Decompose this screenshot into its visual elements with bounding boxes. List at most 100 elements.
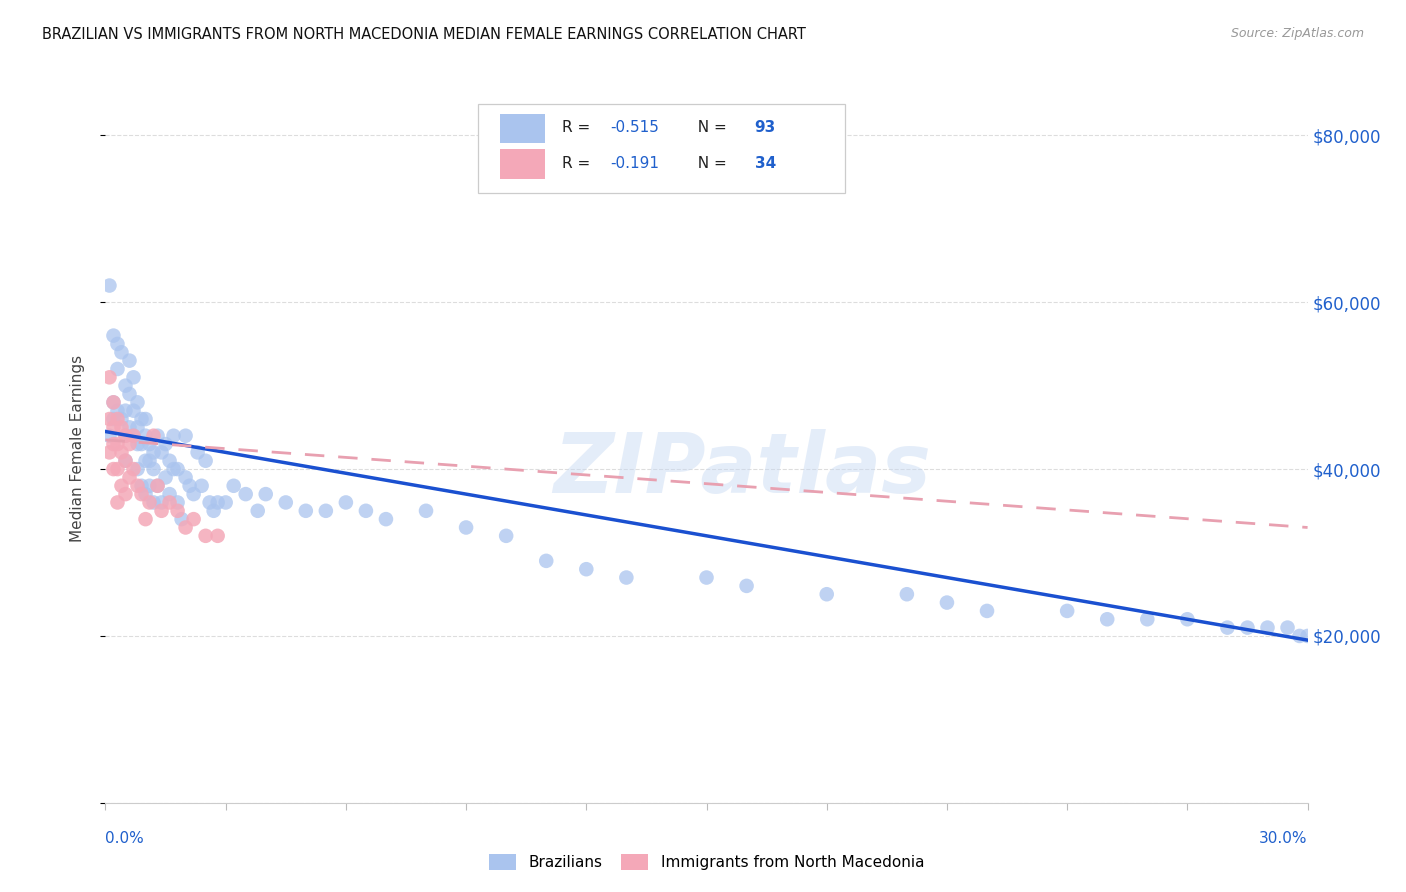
Point — [159, 454, 181, 468]
Point — [103, 420, 125, 434]
Point — [335, 495, 357, 509]
Point — [103, 412, 125, 426]
Point — [114, 378, 136, 392]
Point — [374, 512, 398, 526]
Point — [127, 437, 149, 451]
Point — [131, 479, 153, 493]
Point — [235, 487, 257, 501]
Point — [135, 412, 157, 426]
Point — [110, 420, 132, 434]
Point — [214, 495, 236, 509]
Point — [107, 403, 129, 417]
Point — [159, 487, 181, 501]
Point — [146, 479, 169, 493]
Point — [122, 370, 145, 384]
Point — [131, 412, 153, 426]
Point — [142, 495, 165, 509]
Point — [174, 520, 197, 534]
Text: 34: 34 — [755, 156, 776, 170]
Point — [315, 504, 337, 518]
Point — [183, 487, 205, 501]
Text: N =: N = — [689, 156, 733, 170]
Point — [98, 428, 121, 442]
Point — [142, 445, 165, 459]
Point — [187, 445, 209, 459]
Point — [274, 495, 297, 509]
Point — [122, 403, 145, 417]
Text: R =: R = — [562, 120, 595, 136]
Point — [110, 345, 132, 359]
Point — [107, 437, 129, 451]
Text: 30.0%: 30.0% — [1260, 831, 1308, 847]
Point — [936, 596, 959, 610]
Point — [118, 437, 141, 451]
Point — [135, 454, 157, 468]
Point — [696, 570, 718, 584]
Point — [127, 462, 149, 476]
Point — [183, 512, 205, 526]
Point — [114, 428, 136, 442]
Point — [110, 479, 132, 493]
Point — [976, 604, 998, 618]
FancyBboxPatch shape — [499, 113, 546, 144]
Point — [254, 487, 277, 501]
Point — [135, 487, 157, 501]
Point — [222, 479, 245, 493]
Point — [1288, 629, 1310, 643]
Point — [1257, 621, 1279, 635]
Point — [534, 554, 557, 568]
Point — [166, 495, 188, 509]
Point — [114, 454, 136, 468]
Point — [1236, 621, 1258, 635]
Point — [1097, 612, 1119, 626]
Text: 0.0%: 0.0% — [105, 831, 145, 847]
Point — [122, 462, 145, 476]
Point — [495, 529, 517, 543]
Point — [118, 420, 141, 434]
Text: 93: 93 — [755, 120, 776, 136]
Point — [575, 562, 598, 576]
Point — [142, 428, 165, 442]
Point — [1216, 621, 1239, 635]
Point — [170, 512, 193, 526]
Point — [207, 529, 229, 543]
Point — [194, 454, 217, 468]
Point — [207, 495, 229, 509]
Point — [103, 437, 125, 451]
Point — [114, 403, 136, 417]
Point — [174, 428, 197, 442]
Point — [246, 504, 269, 518]
Point — [150, 445, 173, 459]
Point — [138, 495, 160, 509]
Point — [155, 470, 177, 484]
Point — [131, 487, 153, 501]
Point — [114, 487, 136, 501]
Text: ZIPatlas: ZIPatlas — [554, 429, 932, 510]
Text: Source: ZipAtlas.com: Source: ZipAtlas.com — [1230, 27, 1364, 40]
Point — [174, 470, 197, 484]
Point — [415, 504, 437, 518]
Point — [122, 428, 145, 442]
Point — [166, 504, 188, 518]
Point — [138, 454, 160, 468]
Point — [194, 529, 217, 543]
Point — [98, 370, 121, 384]
Point — [1056, 604, 1078, 618]
Point — [354, 504, 377, 518]
Point — [1277, 621, 1299, 635]
Point — [118, 353, 141, 368]
Point — [107, 462, 129, 476]
Point — [150, 504, 173, 518]
Point — [114, 454, 136, 468]
Point — [135, 512, 157, 526]
Point — [103, 462, 125, 476]
Legend: Brazilians, Immigrants from North Macedonia: Brazilians, Immigrants from North Macedo… — [489, 855, 924, 871]
Point — [103, 395, 125, 409]
Point — [135, 428, 157, 442]
Point — [114, 428, 136, 442]
Point — [142, 462, 165, 476]
Point — [815, 587, 838, 601]
Point — [202, 504, 225, 518]
Y-axis label: Median Female Earnings: Median Female Earnings — [70, 355, 84, 541]
Point — [138, 437, 160, 451]
